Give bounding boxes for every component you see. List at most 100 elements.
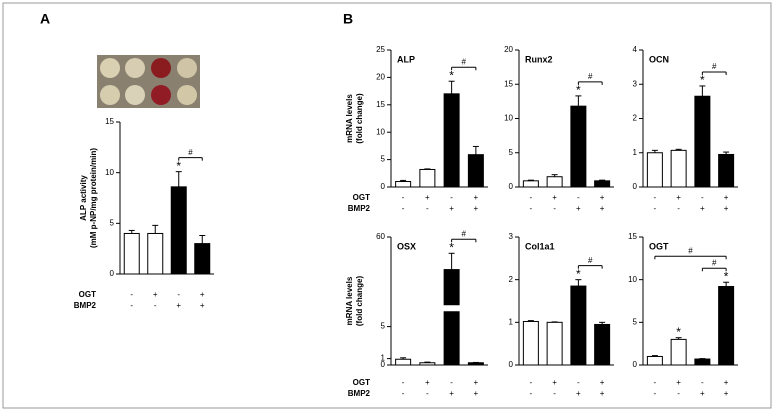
row-label: OGT [79,290,96,299]
condition-sign: + [474,378,479,387]
significance-star: * [676,325,681,339]
well [177,58,197,78]
condition-sign: + [724,193,729,202]
condition-sign: - [530,193,533,202]
bar [170,186,187,275]
condition-sign: + [425,193,430,202]
y-tick-label: 0 [381,182,386,191]
y-tick-label: 5 [381,322,386,331]
bar [670,338,687,366]
bracket-label: # [188,148,193,157]
bar [646,152,663,188]
bar [570,105,587,188]
y-axis-label: (fold change) [355,93,364,144]
y-tick-label: 2 [633,114,638,123]
bar [395,358,412,366]
y-tick-label: 0 [110,269,115,278]
condition-sign: + [200,290,205,299]
well [151,85,171,105]
bar [123,232,140,275]
condition-sign: + [474,204,479,213]
condition-sign: - [130,301,133,310]
well [125,85,145,105]
condition-sign: - [677,389,680,398]
y-tick-label: 15 [504,79,513,88]
bracket-label: # [588,72,593,81]
condition-sign: + [576,389,581,398]
y-tick-label: 5 [110,218,115,227]
y-tick-label: 1 [633,148,638,157]
condition-sign: + [676,378,681,387]
condition-sign: - [154,301,157,310]
significance-star: * [576,267,581,281]
y-tick-label: 3 [509,232,514,241]
y-axis-label: mRNA levels [345,94,354,143]
row-label: OGT [353,378,370,387]
y-axis-label: (fold change) [355,276,364,327]
row-label: BMP2 [348,204,371,213]
bar [570,285,587,366]
y-tick-label: 10 [105,168,114,177]
y-axis-label: mRNA levels [345,276,354,325]
condition-sign: - [402,378,405,387]
y-tick-label: 10 [628,275,637,284]
condition-sign: - [426,389,429,398]
bar [694,95,711,188]
condition-sign: - [130,290,133,299]
condition-sign: + [474,193,479,202]
condition-sign: + [600,389,605,398]
bar [718,285,735,366]
bar [147,232,164,275]
condition-sign: + [700,389,705,398]
significance-star: * [449,240,454,254]
y-tick-label: 1 [381,354,386,363]
condition-sign: - [654,389,657,398]
y-tick-label: 0 [381,360,386,369]
bar [718,153,735,188]
condition-sign: + [176,301,181,310]
y-tick-label: 15 [105,117,114,126]
y-tick-label: 2 [509,275,514,284]
bar-chart: 01 5 60 OSX mRNA levels (fold change) * # OGT - + -… [345,229,488,398]
panel-label: A [40,11,50,27]
condition-sign: - [577,193,580,202]
chart-title: OGT [649,241,669,251]
condition-sign: + [449,389,454,398]
condition-sign: - [701,193,704,202]
well [177,85,197,105]
condition-sign: + [700,204,705,213]
condition-sign: - [530,204,533,213]
condition-sign: - [701,378,704,387]
bar [467,362,484,366]
y-axis-label: ALP activity [79,175,88,221]
bar-chart: 0 5 10 15 20 Runx2 * # - + - + - - + + [504,45,614,213]
significance-star: * [176,159,181,173]
condition-sign: - [577,378,580,387]
chart-title: Runx2 [525,54,553,64]
well [100,85,120,105]
y-tick-label: 4 [633,45,638,54]
chart-title: ALP [397,54,415,64]
condition-sign: + [600,378,605,387]
bar [395,181,412,188]
bar [546,321,563,366]
chart-title: Col1a1 [525,241,555,251]
condition-sign: + [676,193,681,202]
significance-star: * [576,83,581,97]
condition-sign: - [654,378,657,387]
well [100,58,120,78]
y-tick-label: 15 [628,232,637,241]
bar-chart: 0 1 2 3 Col1a1 * # - + - + - - + + [509,232,614,398]
axis-break [443,305,461,312]
row-label: BMP2 [348,389,371,398]
condition-sign: + [552,378,557,387]
y-axis-label: (mM p-NP/mg protein/min) [89,148,98,248]
condition-sign: + [600,193,605,202]
y-tick-label: 0 [633,360,638,369]
bar [694,358,711,366]
y-tick-label: 0 [509,360,514,369]
y-tick-label: 3 [633,79,638,88]
condition-sign: - [530,378,533,387]
